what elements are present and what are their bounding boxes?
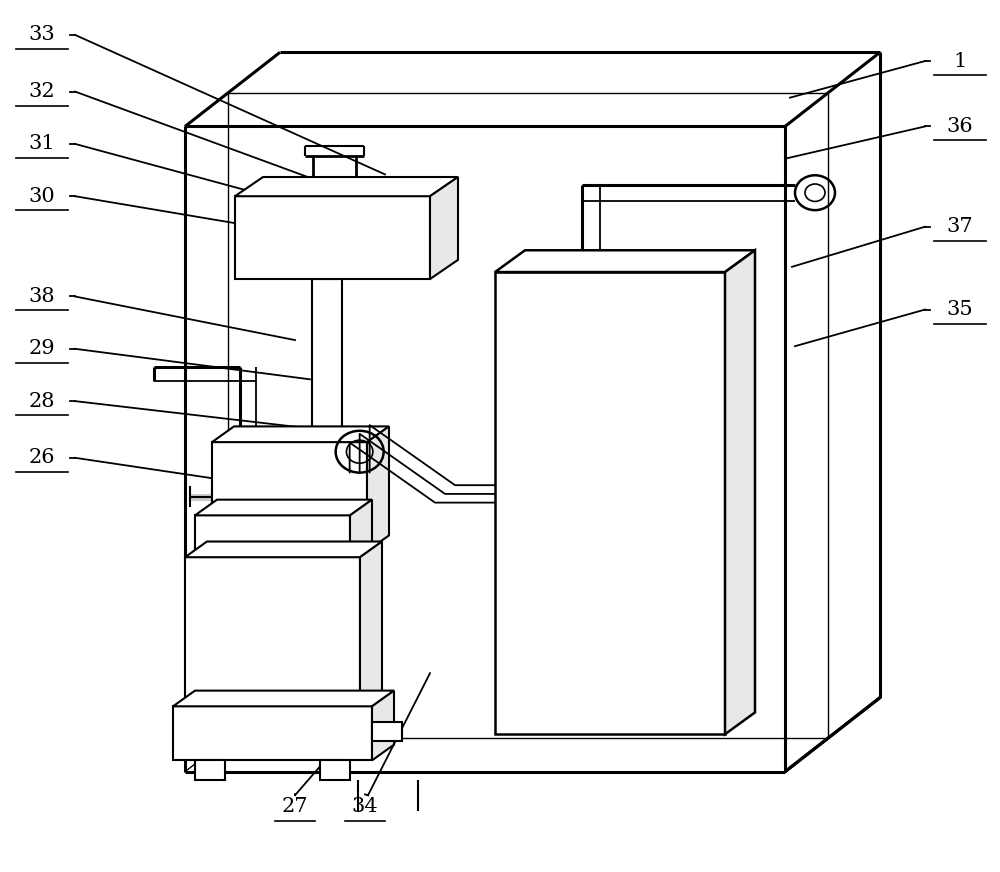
Polygon shape xyxy=(185,542,382,557)
Polygon shape xyxy=(430,177,458,279)
Text: 30: 30 xyxy=(29,187,55,206)
Text: 29: 29 xyxy=(29,339,55,358)
Bar xyxy=(320,760,350,780)
Text: 37: 37 xyxy=(947,217,973,236)
Polygon shape xyxy=(360,542,382,708)
Text: 28: 28 xyxy=(29,392,55,411)
Bar xyxy=(235,196,430,279)
Polygon shape xyxy=(372,691,394,760)
Text: 32: 32 xyxy=(29,82,55,101)
Polygon shape xyxy=(212,426,389,442)
Bar xyxy=(173,706,372,760)
Text: 33: 33 xyxy=(29,25,55,44)
Bar xyxy=(372,722,402,741)
Text: 31: 31 xyxy=(29,134,55,153)
Polygon shape xyxy=(725,250,755,734)
Polygon shape xyxy=(235,177,458,196)
Text: 38: 38 xyxy=(29,287,55,306)
Bar xyxy=(185,557,360,708)
Polygon shape xyxy=(173,691,394,706)
Text: 36: 36 xyxy=(947,117,973,136)
Bar xyxy=(212,442,367,551)
Bar xyxy=(195,760,225,780)
Bar xyxy=(312,279,342,445)
Polygon shape xyxy=(195,500,372,515)
Polygon shape xyxy=(350,500,372,557)
Bar xyxy=(195,515,350,557)
Polygon shape xyxy=(367,426,389,551)
Text: 27: 27 xyxy=(282,797,308,816)
Text: 1: 1 xyxy=(953,51,967,71)
Polygon shape xyxy=(495,250,755,272)
Text: 35: 35 xyxy=(947,300,973,319)
Text: 34: 34 xyxy=(352,797,378,816)
Text: 26: 26 xyxy=(29,448,55,467)
Bar xyxy=(495,272,725,734)
